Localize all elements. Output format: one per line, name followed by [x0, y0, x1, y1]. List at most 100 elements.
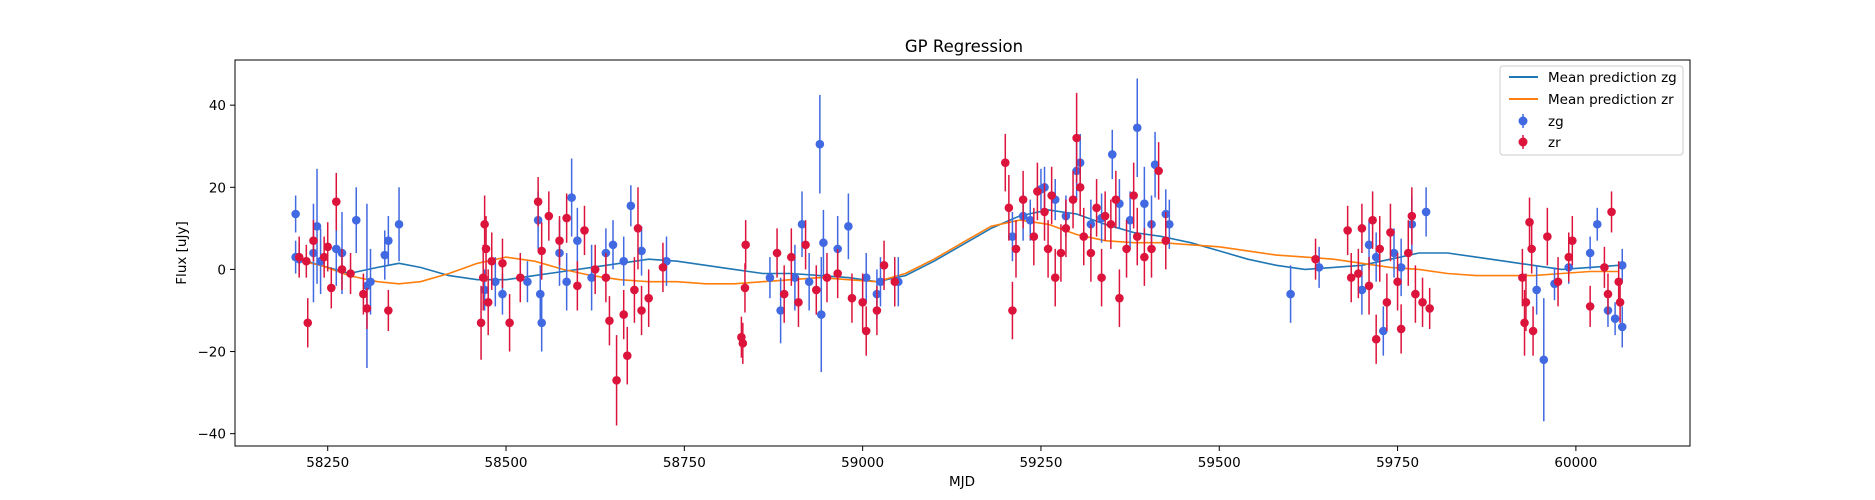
x-tick-label: 60000	[1554, 455, 1597, 471]
point-zr	[1564, 252, 1574, 262]
point-zr	[1000, 158, 1010, 167]
point-zr	[1518, 273, 1527, 282]
point-zg	[1617, 261, 1627, 270]
point-zr	[1111, 195, 1121, 204]
point-zr	[1568, 236, 1577, 245]
point-zr	[487, 256, 497, 266]
x-tick-label: 59750	[1376, 455, 1419, 471]
point-zr	[544, 211, 554, 221]
point-zr	[1407, 211, 1417, 221]
point-zr	[1050, 273, 1060, 282]
point-zr	[1029, 232, 1039, 241]
point-zr	[1100, 211, 1110, 221]
point-zr	[1607, 207, 1616, 217]
point-zr	[801, 240, 810, 250]
point-zr	[1092, 203, 1101, 213]
point-zg	[816, 310, 826, 319]
point-zg	[366, 277, 375, 287]
point-zr	[1056, 248, 1066, 258]
legend-label-zg: zg	[1548, 114, 1564, 130]
point-zr	[533, 197, 543, 206]
legend-frame	[1499, 65, 1684, 156]
point-zr	[1343, 226, 1352, 235]
point-zr	[890, 277, 900, 287]
point-zg	[819, 238, 828, 248]
point-zr	[505, 318, 514, 328]
point-zr	[303, 318, 313, 328]
point-zr	[1528, 326, 1538, 336]
point-zr	[476, 318, 486, 328]
point-zg	[1107, 150, 1117, 159]
point-zg	[790, 273, 800, 282]
mean-prediction-zr-line	[291, 219, 1619, 285]
point-zr	[1033, 187, 1042, 196]
point-zg	[1592, 219, 1602, 229]
point-zr	[1047, 191, 1056, 200]
point-zr	[1375, 244, 1385, 254]
point-zr	[359, 289, 368, 299]
x-tick-label: 59500	[1198, 455, 1241, 471]
point-zr	[1354, 269, 1363, 278]
chart-title: GP Regression	[905, 37, 1023, 56]
point-zr	[1075, 182, 1085, 192]
x-tick-label: 58250	[306, 455, 349, 471]
x-axis-label: MJD	[949, 474, 975, 490]
point-zr	[1527, 244, 1536, 254]
point-zr	[879, 261, 889, 270]
point-zr	[331, 197, 341, 206]
point-zg	[491, 277, 500, 287]
point-zr	[537, 246, 546, 256]
point-zr	[1018, 195, 1028, 204]
legend-marker-zg	[1518, 116, 1528, 126]
point-zr	[294, 252, 304, 262]
point-zr	[738, 339, 748, 348]
point-zr	[1600, 263, 1609, 272]
point-zg	[1165, 219, 1174, 229]
point-zr	[1346, 273, 1356, 282]
point-zr	[309, 236, 318, 245]
point-zr	[1311, 254, 1320, 264]
point-zr	[622, 351, 632, 360]
point-zr	[1393, 277, 1402, 287]
point-zr	[833, 269, 842, 278]
point-zr	[1061, 224, 1071, 233]
point-zr	[580, 226, 589, 235]
point-zr	[1154, 166, 1163, 176]
point-zr	[1553, 277, 1563, 287]
point-zr	[858, 297, 867, 307]
point-zr	[1097, 273, 1106, 282]
legend-label-mean-zr: Mean prediction zr	[1548, 92, 1674, 108]
point-zg	[573, 236, 582, 245]
point-zg	[1357, 285, 1367, 295]
point-zg	[351, 215, 361, 225]
point-zr	[480, 219, 489, 229]
point-zg	[523, 277, 532, 287]
point-zr	[1132, 232, 1142, 241]
x-tick-label: 59000	[841, 455, 884, 471]
point-zg	[1025, 215, 1035, 225]
x-tick-label: 59250	[1019, 455, 1062, 471]
point-zr	[326, 283, 336, 293]
point-zr	[872, 306, 882, 315]
point-zr	[1004, 203, 1014, 213]
point-zr	[1122, 244, 1131, 254]
point-zg	[608, 240, 618, 250]
point-zg	[619, 256, 629, 266]
point-zr	[1357, 224, 1367, 233]
mean-prediction-zg-line	[291, 209, 1619, 283]
point-zr	[1129, 191, 1138, 200]
point-zr	[847, 293, 857, 303]
point-zg	[535, 289, 545, 299]
point-zg	[1132, 123, 1142, 133]
point-zg	[1396, 263, 1406, 272]
point-zg	[815, 139, 825, 149]
point-zg	[861, 273, 871, 282]
point-zr	[1585, 302, 1595, 311]
legend-label-mean-zg: Mean prediction zg	[1548, 70, 1677, 86]
point-zr	[1086, 248, 1096, 258]
point-zr	[323, 242, 333, 252]
x-tick-label: 58500	[485, 455, 528, 471]
point-zr	[861, 326, 871, 336]
point-zr	[337, 265, 347, 274]
point-zr	[1068, 195, 1078, 204]
